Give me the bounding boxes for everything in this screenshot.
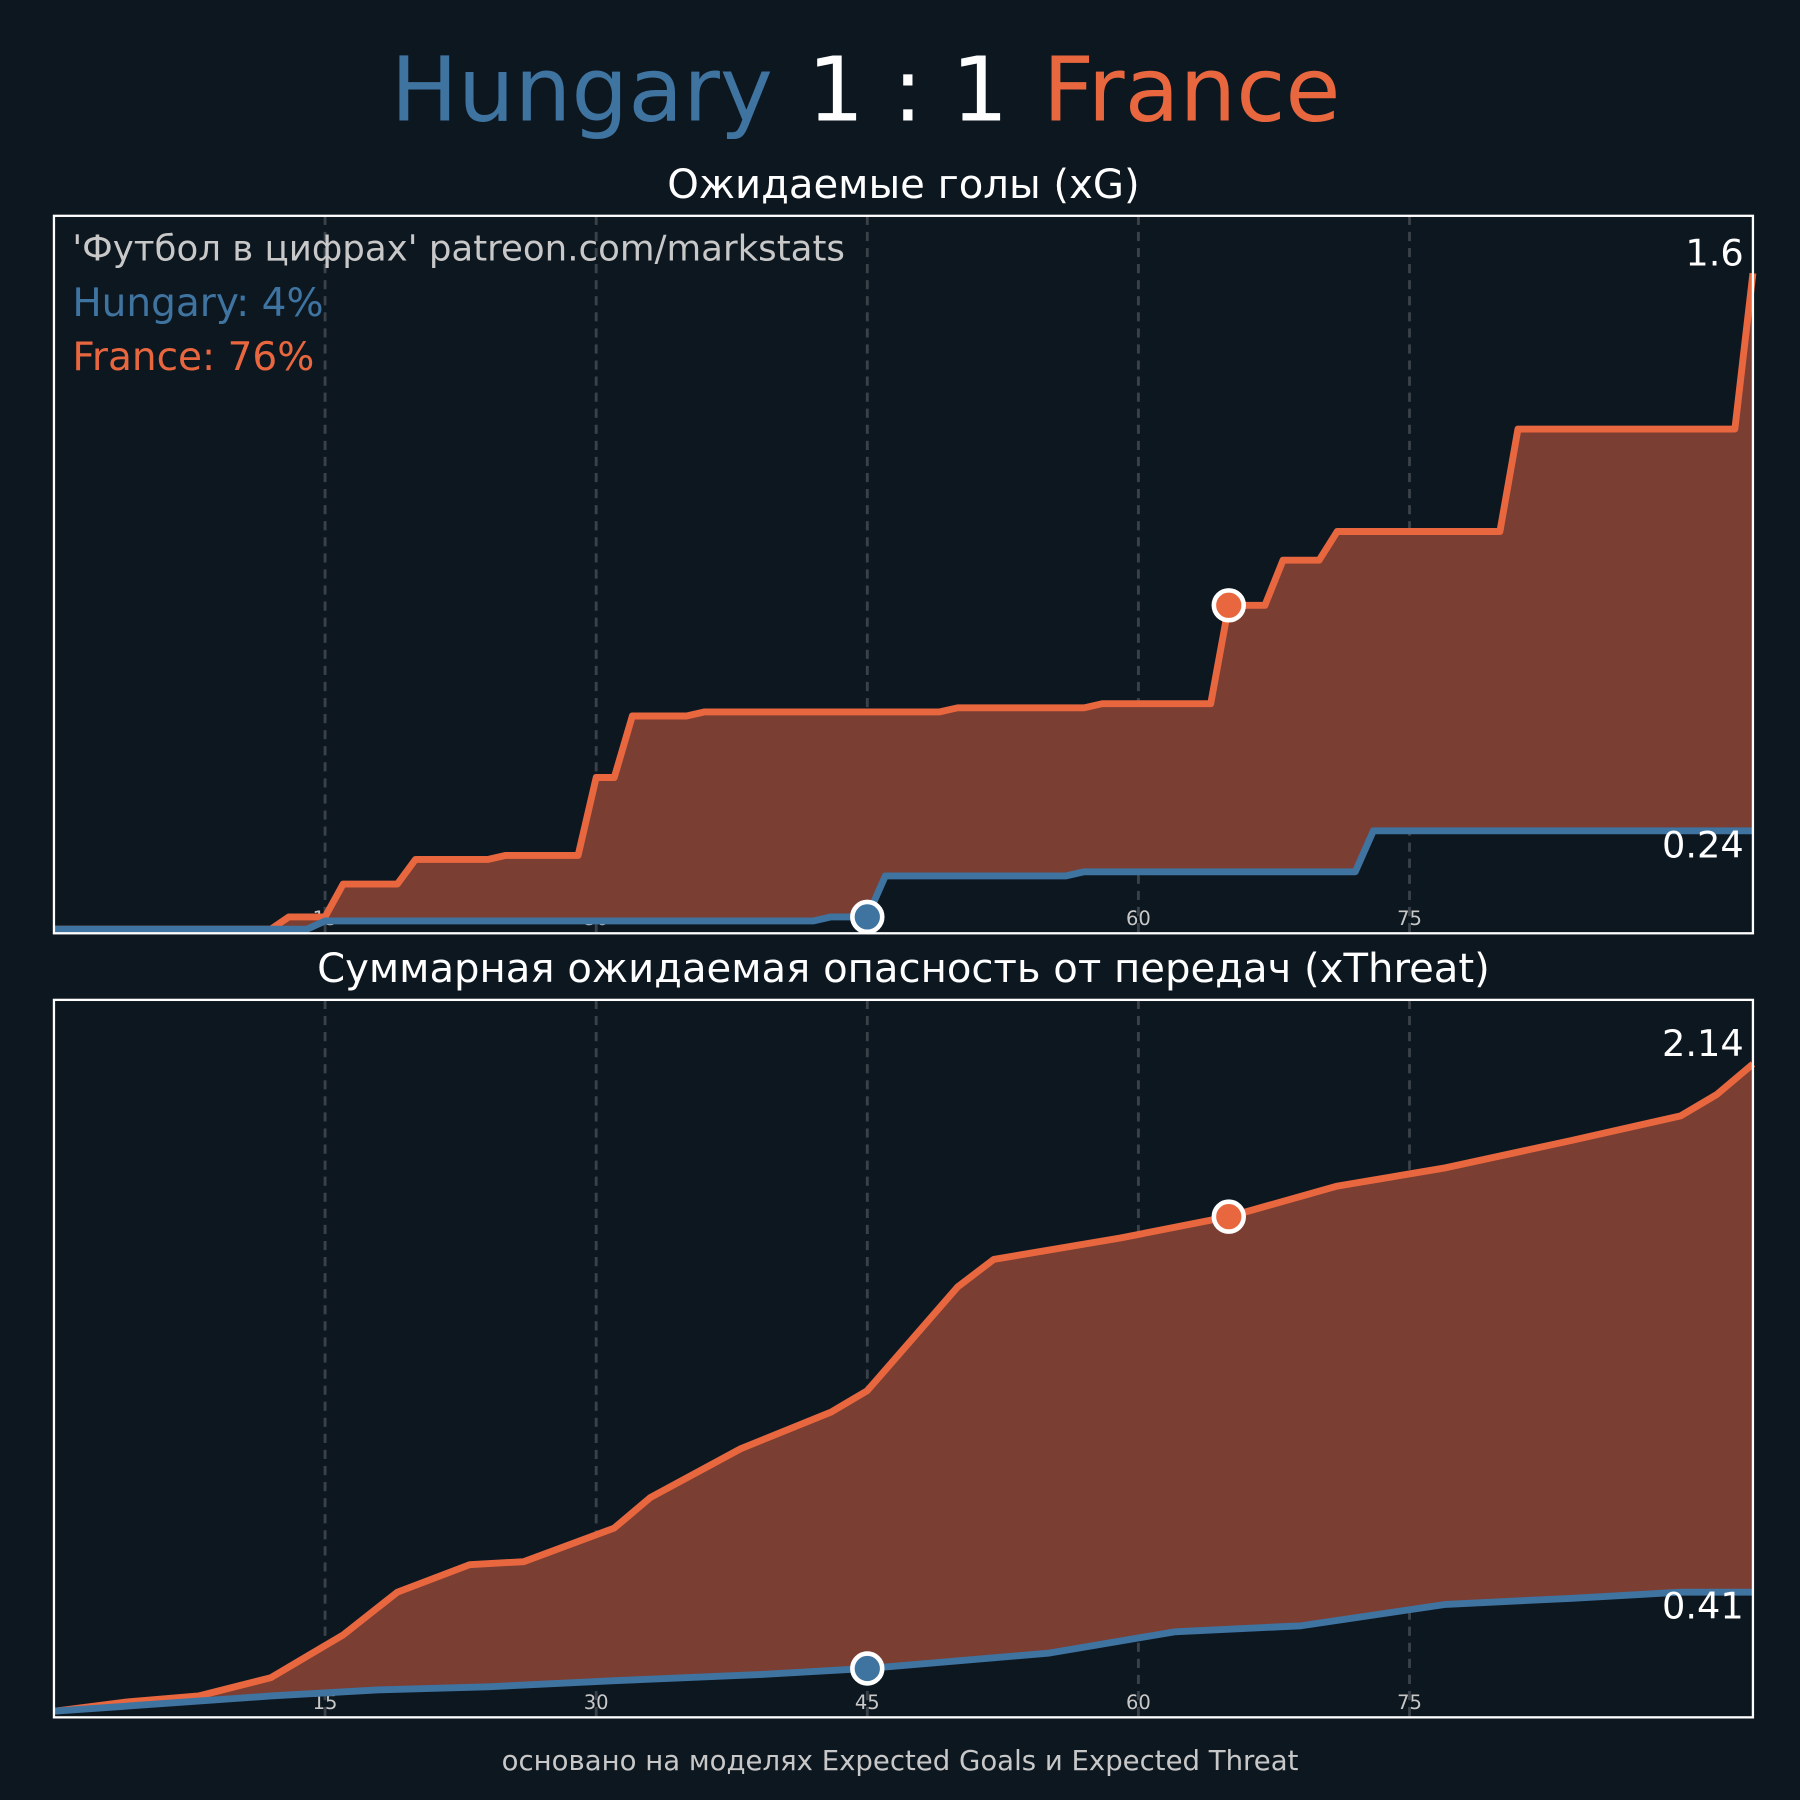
- end-value-label: 2.14: [1662, 1022, 1744, 1065]
- x-tick-label: 30: [584, 1691, 609, 1714]
- x-tick-label: 75: [1397, 907, 1422, 930]
- goal-marker: [850, 899, 885, 935]
- x-tick-label: 15: [313, 1691, 338, 1714]
- watermark: 'Футбол в цифрах' patreon.com/markstats: [72, 228, 845, 269]
- fill-between: [53, 273, 1753, 930]
- panel-title: Ожидаемые голы (xG): [667, 162, 1139, 208]
- legend-entry: Hungary: 4%: [72, 281, 323, 326]
- end-value-label: 1.6: [1685, 231, 1743, 274]
- series-line: [53, 1061, 1756, 1715]
- fill-between: [53, 1063, 1753, 1712]
- plot-frame: [52, 214, 1755, 935]
- goal-marker: [1211, 1199, 1246, 1234]
- end-value-label: 0.24: [1662, 823, 1744, 866]
- plot-frame: [52, 998, 1755, 1719]
- series-line: [53, 827, 1753, 933]
- x-tick-label: 75: [1397, 1691, 1422, 1714]
- panel-title: Суммарная ожидаемая опасность от передач…: [317, 946, 1490, 992]
- home-team: Hungary: [391, 39, 773, 143]
- away-team: France: [1043, 39, 1341, 143]
- end-value-label: 0.41: [1662, 1585, 1744, 1628]
- legend-entry: France: 76%: [72, 335, 314, 380]
- goal-marker: [850, 1651, 885, 1686]
- footer: основано на моделях Expected Goals и Exp…: [502, 1745, 1299, 1777]
- match-title: Hungary 1 : 1 France: [391, 39, 1341, 143]
- series-line: [53, 1588, 1753, 1715]
- x-tick-label: 60: [1126, 1691, 1151, 1714]
- x-tick-label: 60: [1126, 907, 1151, 930]
- x-tick-label: 45: [855, 1691, 880, 1714]
- goal-marker: [1211, 588, 1246, 623]
- score: 1 : 1: [807, 39, 1008, 143]
- series-line: [53, 272, 1757, 933]
